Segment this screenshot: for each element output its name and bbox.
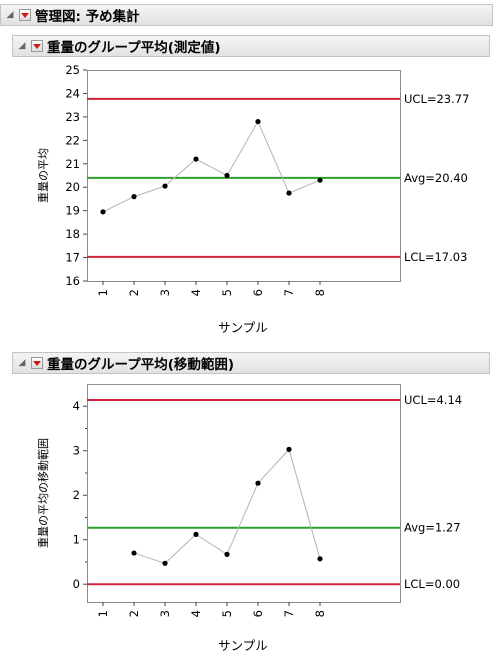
y-tick-label: 0 (73, 577, 80, 591)
y-tick-label: 25 (65, 63, 80, 77)
data-point (224, 551, 230, 557)
data-point (224, 172, 230, 179)
panel-title: 重量のグループ平均(測定値) (47, 40, 221, 56)
x-axis-label: サンプル (218, 320, 268, 335)
panel-header-individuals: ◢ 重量のグループ平均(測定値) (12, 35, 490, 57)
y-tick-label: 17 (65, 251, 80, 265)
data-point (286, 190, 292, 196)
data-point (162, 183, 168, 189)
x-tick-label: 8 (313, 289, 327, 296)
series-line (102, 120, 321, 213)
data-point (193, 531, 199, 537)
lcl-label: LCL=17.03 (404, 250, 467, 264)
y-tick-label: 23 (65, 110, 80, 124)
y-tick-label: 2 (73, 488, 80, 502)
ucl-label: UCL=4.14 (404, 393, 462, 407)
x-tick-label: 1 (96, 610, 110, 617)
data-point (317, 556, 323, 562)
y-tick-label: 4 (73, 399, 80, 413)
moving-range-control-chart: 0 1 2 3 4 1 2 3 4 5 6 7 8 UCL=4.14 Avg=1.27 LCL=0.00 重量の… (36, 384, 462, 653)
data-point (317, 177, 323, 183)
panel-title: 重量のグループ平均(移動範囲) (47, 357, 235, 373)
red-triangle-menu-icon[interactable] (19, 9, 31, 21)
collapse-triangle-icon[interactable]: ◢ (6, 10, 14, 20)
y-tick-label: 16 (65, 274, 80, 288)
data-point (193, 156, 199, 162)
y-tick-label: 22 (65, 133, 80, 147)
data-point (255, 118, 261, 125)
data-point (255, 480, 261, 486)
x-tick-label: 2 (127, 289, 141, 296)
x-tick-label: 6 (251, 610, 265, 617)
data-point (286, 446, 292, 452)
collapse-triangle-icon[interactable]: ◢ (18, 358, 26, 368)
x-tick-label: 2 (127, 610, 141, 617)
plot-frame (87, 70, 401, 282)
data-point (162, 560, 168, 566)
report-header: ◢ 管理図: 予め集計 (0, 4, 493, 26)
x-tick-label: 6 (251, 289, 265, 296)
plot-frame (87, 384, 401, 603)
report-title: 管理図: 予め集計 (35, 9, 140, 25)
x-tick-label: 5 (220, 610, 234, 617)
collapse-triangle-icon[interactable]: ◢ (18, 41, 26, 51)
avg-label: Avg=1.27 (404, 521, 461, 535)
data-point (100, 209, 106, 215)
y-tick-label: 21 (65, 157, 80, 171)
avg-label: Avg=20.40 (404, 171, 468, 185)
data-point (131, 194, 137, 200)
y-tick-label: 24 (65, 86, 80, 100)
panel-header-moving-range: ◢ 重量のグループ平均(移動範囲) (12, 352, 490, 374)
y-axis-label: 重量の平均 (36, 148, 50, 203)
y-tick-label: 19 (65, 204, 80, 218)
x-tick-label: 5 (220, 289, 234, 296)
x-axis-label: サンプル (218, 638, 268, 653)
x-tick-label: 4 (189, 610, 203, 617)
x-tick-label: 8 (313, 610, 327, 617)
x-tick-label: 3 (158, 289, 172, 296)
x-tick-label: 7 (282, 610, 296, 617)
x-tick-label: 1 (96, 289, 110, 296)
x-tick-label: 3 (158, 610, 172, 617)
x-tick-label: 7 (282, 289, 296, 296)
y-tick-label: 3 (73, 444, 80, 458)
data-point (131, 550, 137, 556)
lcl-label: LCL=0.00 (404, 577, 460, 591)
red-triangle-menu-icon[interactable] (31, 40, 43, 52)
red-triangle-menu-icon[interactable] (31, 357, 43, 369)
x-tick-label: 4 (189, 289, 203, 296)
ucl-label: UCL=23.77 (404, 92, 469, 106)
y-tick-label: 1 (73, 533, 80, 547)
y-tick-label: 20 (65, 180, 80, 194)
y-tick-label: 18 (65, 227, 80, 241)
y-axis-label: 重量の平均の移動範囲 (36, 438, 50, 548)
